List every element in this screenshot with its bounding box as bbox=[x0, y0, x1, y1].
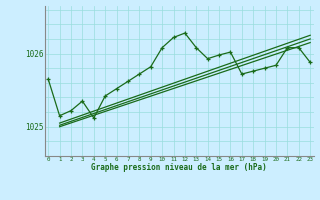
X-axis label: Graphe pression niveau de la mer (hPa): Graphe pression niveau de la mer (hPa) bbox=[91, 163, 267, 172]
